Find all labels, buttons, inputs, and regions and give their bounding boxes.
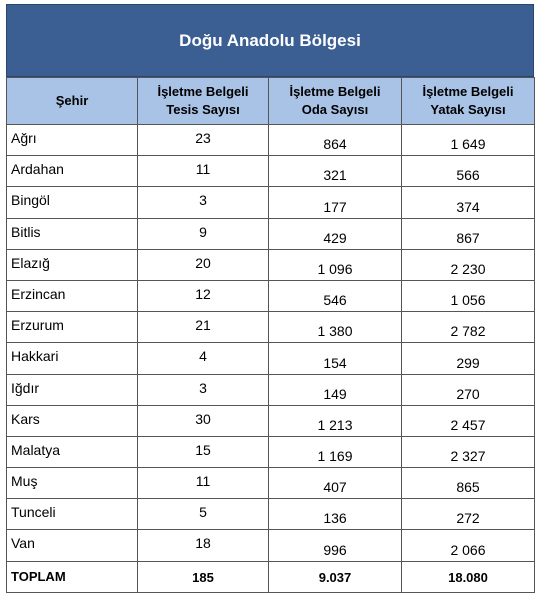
city-cell: Elazığ [6, 248, 138, 281]
total-rooms: 9.037 [268, 560, 402, 593]
beds-cell: 299 [401, 342, 535, 375]
table-row: Erzincan 12 546 1 056 [6, 279, 535, 313]
total-label: TOPLAM [6, 560, 138, 593]
rooms-cell: 154 [268, 342, 402, 375]
facilities-cell: 11 [137, 467, 269, 500]
header-rooms-line2: Oda Sayısı [301, 102, 369, 117]
city-cell: Bitlis [6, 217, 138, 250]
beds-cell: 566 [401, 155, 535, 188]
table-row: Ardahan 11 321 566 [6, 155, 535, 188]
table-row: Kars 30 1 213 2 457 [6, 404, 535, 437]
header-city: Şehir [6, 77, 138, 125]
table-row: Bitlis 9 429 867 [6, 217, 535, 250]
table-row: Iğdır 3 149 270 [6, 373, 535, 406]
beds-cell: 1 649 [401, 123, 535, 157]
rooms-cell: 136 [268, 498, 402, 531]
city-cell: Malatya [6, 435, 138, 469]
rooms-cell: 429 [268, 217, 402, 250]
city-cell: Van [6, 529, 138, 562]
rooms-cell: 864 [268, 123, 402, 157]
table-row: Bingöl 3 177 374 [6, 186, 535, 219]
city-cell: Ağrı [6, 123, 138, 157]
beds-cell: 2 066 [401, 529, 535, 562]
beds-cell: 374 [401, 186, 535, 219]
header-facilities-line1: İşletme Belgeli [157, 84, 249, 99]
beds-cell: 2 782 [401, 311, 535, 344]
rooms-cell: 996 [268, 529, 402, 562]
facilities-cell: 12 [137, 279, 269, 313]
city-cell: Erzurum [6, 311, 138, 344]
rooms-cell: 177 [268, 186, 402, 219]
header-beds-line2: Yatak Sayısı [430, 102, 506, 117]
rooms-cell: 546 [268, 279, 402, 313]
facilities-cell: 21 [137, 311, 269, 344]
facilities-cell: 4 [137, 342, 269, 375]
city-cell: Kars [6, 404, 138, 437]
beds-cell: 2 457 [401, 404, 535, 437]
rooms-cell: 1 213 [268, 404, 402, 437]
city-cell: Bingöl [6, 186, 138, 219]
beds-cell: 270 [401, 373, 535, 406]
beds-cell: 865 [401, 467, 535, 500]
facilities-cell: 5 [137, 498, 269, 531]
table-row: Malatya 15 1 169 2 327 [6, 435, 535, 469]
city-cell: Tunceli [6, 498, 138, 531]
facilities-cell: 3 [137, 373, 269, 406]
table-title: Doğu Anadolu Bölgesi [6, 4, 534, 77]
facilities-cell: 11 [137, 155, 269, 188]
city-cell: Iğdır [6, 373, 138, 406]
beds-cell: 2 230 [401, 248, 535, 281]
beds-cell: 867 [401, 217, 535, 250]
table-row: Ağrı 23 864 1 649 [6, 123, 535, 157]
total-row: TOPLAM 185 9.037 18.080 [6, 560, 535, 593]
header-row: Şehir İşletme Belgeli Tesis Sayısı İşlet… [6, 77, 535, 125]
table-row: Van 18 996 2 066 [6, 529, 535, 562]
table-container: Doğu Anadolu Bölgesi Şehir İşletme Belge… [6, 4, 535, 593]
rooms-cell: 321 [268, 155, 402, 188]
table-row: Muş 11 407 865 [6, 467, 535, 500]
city-cell: Erzincan [6, 279, 138, 313]
city-cell: Muş [6, 467, 138, 500]
total-beds: 18.080 [401, 560, 535, 593]
rooms-cell: 1 169 [268, 435, 402, 469]
total-facilities: 185 [137, 560, 269, 593]
beds-cell: 1 056 [401, 279, 535, 313]
table-row: Hakkari 4 154 299 [6, 342, 535, 375]
city-cell: Hakkari [6, 342, 138, 375]
rooms-cell: 1 096 [268, 248, 402, 281]
facilities-cell: 18 [137, 529, 269, 562]
facilities-cell: 20 [137, 248, 269, 281]
rooms-cell: 149 [268, 373, 402, 406]
facilities-cell: 3 [137, 186, 269, 219]
table-body: Ağrı 23 864 1 649 Ardahan 11 321 566 Bingöl 3 177 3… [6, 123, 535, 562]
table-row: Elazığ 20 1 096 2 230 [6, 248, 535, 281]
city-cell: Ardahan [6, 155, 138, 188]
table-row: Erzurum 21 1 380 2 782 [6, 311, 535, 344]
beds-cell: 2 327 [401, 435, 535, 469]
header-rooms: İşletme Belgeli Oda Sayısı [268, 77, 402, 125]
facilities-cell: 30 [137, 404, 269, 437]
rooms-cell: 407 [268, 467, 402, 500]
table-row: Tunceli 5 136 272 [6, 498, 535, 531]
accommodation-table: Şehir İşletme Belgeli Tesis Sayısı İşlet… [6, 77, 535, 593]
facilities-cell: 9 [137, 217, 269, 250]
header-rooms-line1: İşletme Belgeli [289, 84, 381, 99]
header-facilities-line2: Tesis Sayısı [166, 102, 240, 117]
beds-cell: 272 [401, 498, 535, 531]
header-beds: İşletme Belgeli Yatak Sayısı [401, 77, 535, 125]
facilities-cell: 23 [137, 123, 269, 157]
facilities-cell: 15 [137, 435, 269, 469]
header-facilities: İşletme Belgeli Tesis Sayısı [137, 77, 269, 125]
header-beds-line1: İşletme Belgeli [422, 84, 514, 99]
rooms-cell: 1 380 [268, 311, 402, 344]
